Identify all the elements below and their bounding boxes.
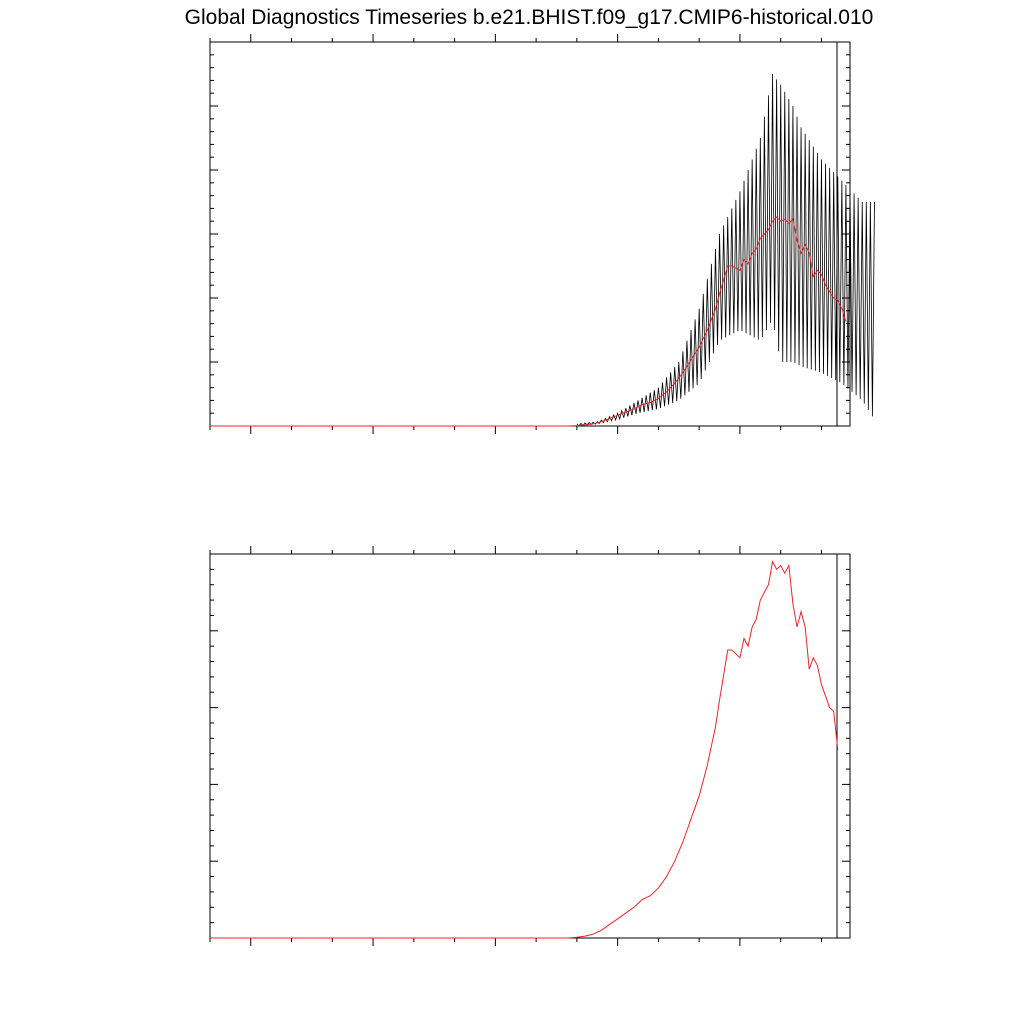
top-panel — [209, 34, 875, 434]
chart-title: Global Diagnostics Timeseries b.e21.BHIS… — [185, 6, 874, 29]
annual-mean-series-line — [568, 560, 839, 939]
bottom-panel — [209, 546, 851, 946]
plot-frame — [209, 553, 851, 939]
plot-frame — [209, 41, 851, 427]
monthly-series-line — [576, 73, 875, 427]
annual-mean-series-line — [568, 216, 847, 427]
